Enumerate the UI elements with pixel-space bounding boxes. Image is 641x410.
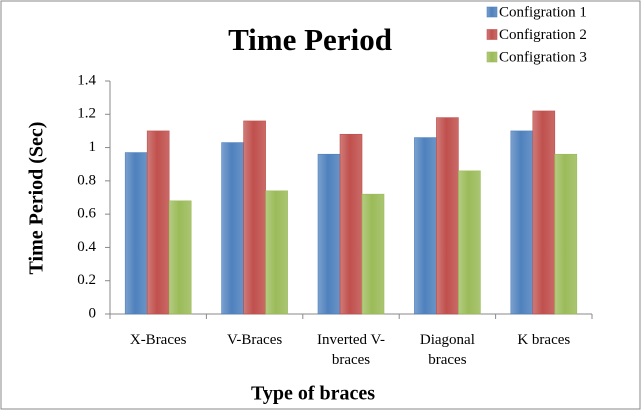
y-tick-label: 0.4	[77, 239, 96, 255]
x-axis-title: Type of braces	[251, 383, 375, 405]
bar	[414, 137, 437, 315]
bar	[339, 133, 363, 315]
bar	[221, 142, 244, 315]
legend-swatch	[486, 6, 498, 18]
bar	[146, 130, 170, 315]
bar	[458, 170, 481, 315]
x-tick-label: X-Braces	[129, 332, 187, 348]
bar	[124, 152, 148, 315]
x-tick-label: K braces	[517, 332, 571, 348]
bar	[554, 153, 578, 315]
legend-swatch	[486, 29, 498, 40]
legend-label: Configration 1	[499, 4, 587, 20]
bar	[436, 117, 459, 315]
y-tick-label: 0.6	[77, 206, 96, 222]
y-axis-title: Time Period (Sec)	[26, 122, 48, 275]
bar	[510, 130, 534, 315]
bar	[361, 193, 385, 315]
x-tick-label: Inverted V- braces	[317, 332, 385, 368]
legend-label: Configration 2	[499, 27, 587, 43]
y-tick-label: 1.2	[77, 106, 96, 122]
y-tick-label: 0.2	[77, 272, 96, 288]
bar	[243, 120, 266, 315]
x-tick-label: V-Braces	[226, 332, 283, 348]
y-tick-label: 1	[89, 139, 97, 155]
bar	[317, 153, 341, 315]
legend-label: Configration 3	[499, 49, 587, 65]
bar	[265, 190, 288, 315]
y-tick-label: 1.4	[77, 72, 96, 88]
legend-swatch	[486, 51, 498, 63]
y-tick-label: 0	[89, 305, 97, 321]
bar	[532, 110, 556, 315]
y-tick-label: 0.8	[77, 172, 96, 188]
x-tick-label: Diagonal braces	[419, 332, 475, 368]
chart-title: Time Period	[228, 22, 392, 57]
bar	[168, 200, 192, 315]
